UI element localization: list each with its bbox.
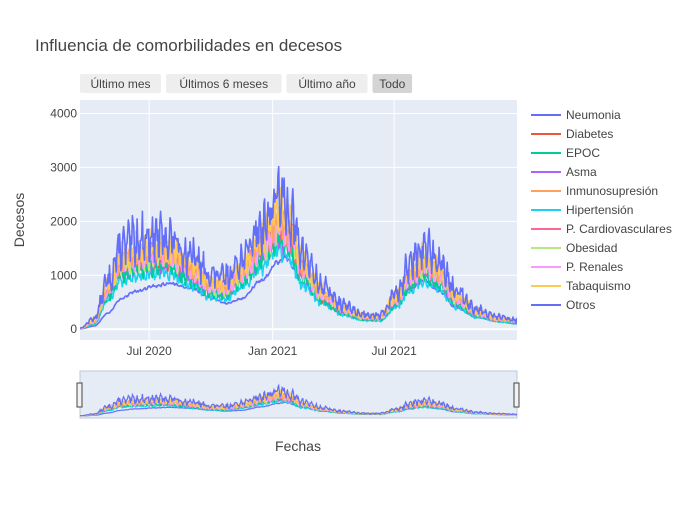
range-slider-handle-left[interactable]	[76, 382, 83, 408]
range-slider-lines	[80, 383, 517, 417]
range-button-0[interactable]: Último mes	[80, 74, 161, 93]
legend-item-10[interactable]: Otros	[531, 298, 595, 312]
y-axis-label: Decesos	[11, 193, 27, 247]
legend-item-3[interactable]: Asma	[531, 165, 597, 179]
legend-item-7[interactable]: Obesidad	[531, 241, 617, 255]
x-axis-ticks: Jul 2020 Jan 2021 Jul 2021	[126, 344, 417, 358]
range-button-bg	[166, 74, 282, 93]
legend-item-2[interactable]: EPOC	[531, 146, 600, 160]
legend[interactable]: Neumonia Diabetes EPOC Asma Inmunosupresión H…	[531, 108, 672, 312]
legend-label: Asma	[566, 165, 597, 179]
x-axis-label: Fechas	[275, 438, 321, 454]
range-selector: Último mes Últimos 6 meses Último año Todo	[80, 74, 413, 93]
range-button-label: Últimos 6 meses	[179, 76, 268, 91]
range-button-bg	[286, 74, 368, 93]
legend-item-9[interactable]: Tabaquismo	[531, 279, 631, 293]
legend-item-8[interactable]: P. Renales	[531, 260, 623, 274]
y-axis-ticks: 0 1000 2000 3000 4000	[50, 106, 77, 336]
legend-label: Obesidad	[566, 241, 617, 255]
x-tick-label: Jul 2021	[371, 344, 417, 358]
y-tick-label: 3000	[50, 160, 77, 174]
series-line-2	[80, 232, 517, 330]
slider-series-line-0	[80, 383, 517, 417]
range-button-label: Último mes	[90, 76, 150, 91]
legend-label: EPOC	[566, 146, 600, 160]
x-tick-label: Jul 2020	[126, 344, 172, 358]
y-tick-label: 4000	[50, 106, 77, 120]
range-button-label: Último año	[298, 76, 356, 91]
y-tick-label: 1000	[50, 268, 77, 282]
legend-label: Neumonia	[566, 108, 621, 122]
range-button-2[interactable]: Último año	[286, 74, 368, 93]
range-button-bg	[80, 74, 161, 93]
slider-series-line-9	[80, 389, 517, 417]
series-line-8	[80, 212, 517, 330]
legend-item-0[interactable]: Neumonia	[531, 108, 621, 122]
legend-label: P. Cardiovasculares	[566, 222, 672, 236]
legend-item-6[interactable]: P. Cardiovasculares	[531, 222, 672, 236]
legend-item-1[interactable]: Diabetes	[531, 127, 613, 141]
y-tick-label: 0	[70, 322, 77, 336]
legend-item-5[interactable]: Hipertensión	[531, 203, 633, 217]
range-button-bg	[372, 74, 413, 93]
main-lines	[80, 165, 517, 330]
series-line-0	[80, 165, 517, 329]
legend-label: Otros	[566, 298, 595, 312]
chart-title: Influencia de comorbilidades en decesos	[35, 36, 342, 55]
x-tick-label: Jan 2021	[248, 344, 298, 358]
range-button-3[interactable]: Todo	[372, 74, 413, 93]
range-slider-background	[79, 370, 518, 419]
y-tick-label: 2000	[50, 214, 77, 228]
range-slider[interactable]	[76, 370, 520, 419]
legend-item-4[interactable]: Inmunosupresión	[531, 184, 658, 198]
range-button-label: Todo	[379, 77, 405, 91]
legend-label: P. Renales	[566, 260, 623, 274]
legend-label: Diabetes	[566, 127, 613, 141]
range-button-1[interactable]: Últimos 6 meses	[166, 74, 282, 93]
range-slider-handle-right[interactable]	[513, 382, 520, 408]
legend-label: Tabaquismo	[566, 279, 631, 293]
legend-label: Hipertensión	[566, 203, 633, 217]
legend-label: Inmunosupresión	[566, 184, 658, 198]
